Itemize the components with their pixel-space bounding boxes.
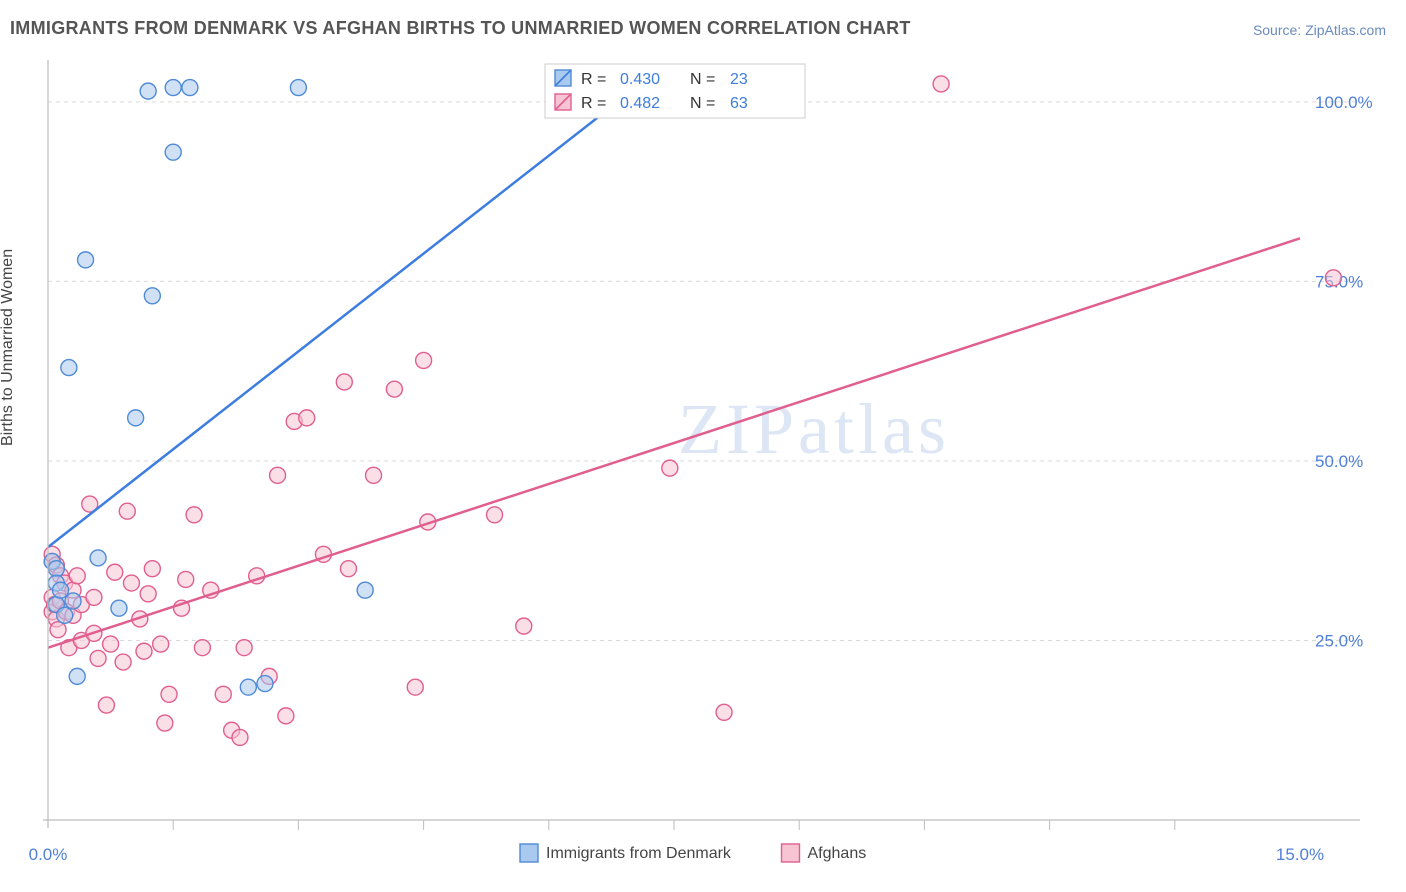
legend-n-label: N =: [690, 71, 715, 88]
bottom-legend-swatch: [520, 844, 538, 862]
data-point: [86, 589, 102, 605]
data-point: [157, 715, 173, 731]
data-point: [662, 460, 678, 476]
data-point: [144, 288, 160, 304]
trend-line: [48, 84, 641, 547]
data-point: [270, 467, 286, 483]
data-point: [78, 252, 94, 268]
data-point: [65, 593, 81, 609]
data-point: [716, 704, 732, 720]
data-point: [98, 697, 114, 713]
data-point: [165, 144, 181, 160]
data-point: [119, 503, 135, 519]
data-point: [136, 643, 152, 659]
data-point: [366, 467, 382, 483]
data-point: [178, 571, 194, 587]
data-point: [69, 568, 85, 584]
data-point: [290, 80, 306, 96]
x-tick-label: 15.0%: [1276, 845, 1324, 864]
data-point: [407, 679, 423, 695]
data-point: [165, 80, 181, 96]
data-point: [111, 600, 127, 616]
data-point: [144, 561, 160, 577]
data-point: [57, 607, 73, 623]
data-point: [115, 654, 131, 670]
data-point: [140, 83, 156, 99]
y-tick-label: 100.0%: [1315, 93, 1373, 112]
bottom-legend-label: Immigrants from Denmark: [546, 845, 732, 862]
data-point: [90, 550, 106, 566]
chart-title: IMMIGRANTS FROM DENMARK VS AFGHAN BIRTHS…: [10, 18, 911, 39]
scatter-plot: 25.0%50.0%75.0%100.0%ZIPatlas0.0%15.0%R …: [0, 50, 1406, 880]
data-point: [90, 650, 106, 666]
data-point: [50, 622, 66, 638]
data-point: [194, 640, 210, 656]
data-point: [236, 640, 252, 656]
source-label: Source: ZipAtlas.com: [1253, 22, 1386, 38]
data-point: [278, 708, 294, 724]
y-tick-label: 25.0%: [1315, 631, 1363, 650]
data-point: [161, 686, 177, 702]
data-point: [933, 76, 949, 92]
data-point: [186, 507, 202, 523]
data-point: [153, 636, 169, 652]
data-point: [487, 507, 503, 523]
data-point: [386, 381, 402, 397]
data-point: [257, 676, 273, 692]
legend-r-label: R =: [581, 71, 606, 88]
legend-n-value: 63: [730, 95, 748, 112]
legend-r-label: R =: [581, 95, 606, 112]
trend-line: [48, 238, 1300, 647]
data-point: [128, 410, 144, 426]
data-point: [416, 352, 432, 368]
bottom-legend-label: Afghans: [808, 845, 867, 862]
legend-r-value: 0.482: [620, 95, 660, 112]
data-point: [340, 561, 356, 577]
data-point: [215, 686, 231, 702]
data-point: [299, 410, 315, 426]
y-tick-label: 50.0%: [1315, 452, 1363, 471]
data-point: [357, 582, 373, 598]
x-tick-label: 0.0%: [29, 845, 68, 864]
data-point: [69, 668, 85, 684]
data-point: [516, 618, 532, 634]
data-point: [107, 564, 123, 580]
data-point: [48, 561, 64, 577]
legend-n-value: 23: [730, 71, 748, 88]
data-point: [336, 374, 352, 390]
data-point: [1325, 270, 1341, 286]
bottom-legend-swatch: [782, 844, 800, 862]
data-point: [182, 80, 198, 96]
data-point: [232, 729, 248, 745]
data-point: [140, 586, 156, 602]
legend-n-label: N =: [690, 95, 715, 112]
data-point: [240, 679, 256, 695]
data-point: [103, 636, 119, 652]
data-point: [123, 575, 139, 591]
data-point: [61, 360, 77, 376]
legend-r-value: 0.430: [620, 71, 660, 88]
